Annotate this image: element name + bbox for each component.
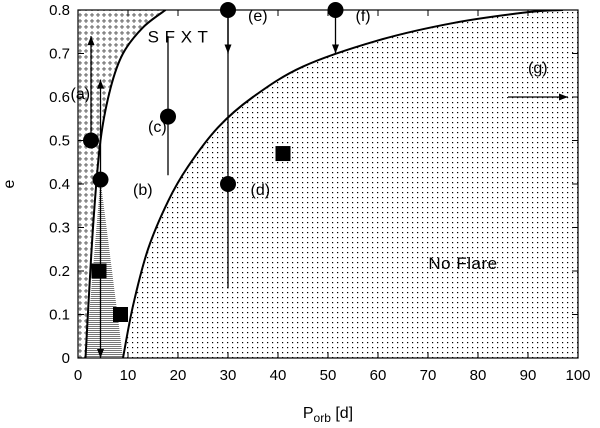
x-tick-label: 60: [370, 367, 387, 384]
y-axis-label: e: [1, 179, 18, 188]
x-tick-label: 70: [420, 367, 437, 384]
arrow-head: [559, 93, 568, 101]
annotation-a: (a): [71, 86, 91, 103]
y-tick-label: 0.5: [49, 133, 70, 150]
annotation-g: (g): [528, 60, 548, 77]
dotted-region: [123, 10, 578, 358]
arrow-head: [97, 349, 104, 358]
annotations: (a) (b) (c) (d) (e) (f) (g) S F X T No Flare: [71, 8, 548, 273]
annotation-f: (f): [356, 8, 371, 25]
x-tick-label: 20: [170, 367, 187, 384]
right-boundary-curve: [122, 10, 564, 358]
x-axis-label: Porb [d]: [303, 405, 353, 425]
x-axis-label-unit-text: [d]: [335, 405, 353, 422]
y-tick-label: 0.2: [49, 263, 70, 280]
y-tick-label: 0.1: [49, 307, 70, 324]
x-tick-label: 80: [470, 367, 487, 384]
annotation-b: (b): [133, 182, 153, 199]
shaded-regions: [78, 10, 578, 358]
y-tick-label: 0.6: [49, 89, 70, 106]
y-tick-label: 0.4: [49, 176, 70, 193]
x-axis-label-subscript: orb: [314, 411, 332, 425]
arrow-head: [97, 79, 104, 89]
x-tick-label: 40: [270, 367, 287, 384]
arrow-head: [332, 44, 339, 54]
annotation-c: (c): [148, 119, 167, 136]
annotation-sfxt: S F X T: [148, 28, 209, 47]
data-circle: [327, 2, 344, 18]
y-tick-label: 0: [62, 350, 70, 367]
x-tick-label: 30: [220, 367, 237, 384]
annotation-noflare: No Flare: [428, 254, 497, 273]
x-axis-label-main: P: [303, 405, 314, 422]
data-circle: [83, 132, 99, 149]
data-square: [91, 263, 107, 279]
y-tick-label: 0.3: [49, 220, 70, 237]
data-square: [275, 146, 291, 162]
annotation-d: (d): [251, 182, 271, 199]
x-tick-label: 90: [520, 367, 537, 384]
data-circle: [220, 176, 236, 192]
arrow-head: [224, 44, 232, 54]
data-circle: [220, 2, 236, 18]
data-square: [113, 307, 128, 322]
annotation-e: (e): [248, 8, 268, 25]
x-tick-label: 0: [74, 367, 82, 384]
x-tick-label: 10: [120, 367, 137, 384]
data-marks: [83, 2, 568, 358]
arrow-head: [87, 36, 95, 46]
data-circle: [160, 108, 176, 125]
axis-tick-labels: 0 10 20 30 40 50 60 70 80 90 100 0 0.1 0.2 0.3 0.4 0.5 0.…: [49, 2, 590, 384]
x-tick-label: 50: [320, 367, 337, 384]
y-tick-label: 0.8: [49, 2, 70, 19]
y-tick-label: 0.7: [49, 46, 70, 63]
x-tick-label: 100: [565, 367, 590, 384]
left-boundary-curve: [84, 10, 167, 358]
data-circle: [92, 171, 109, 188]
boundary-curves: [84, 10, 564, 358]
